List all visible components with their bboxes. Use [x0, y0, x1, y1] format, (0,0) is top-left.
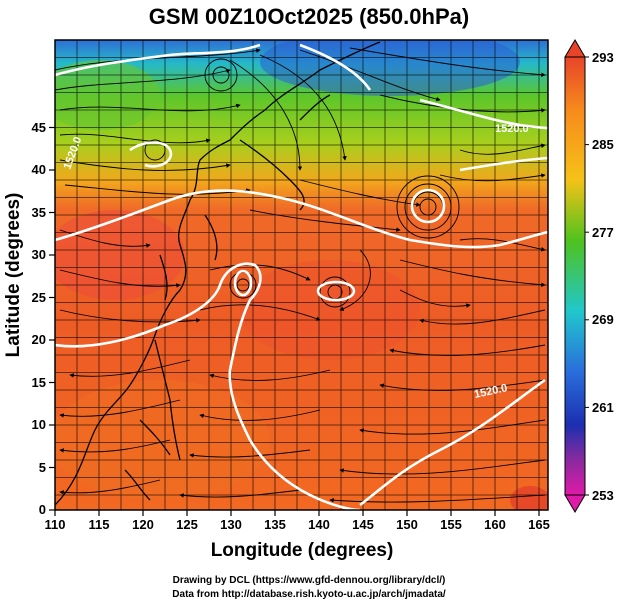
y-axis: 0 5 10 15 20 25 30 35 40 45 Latitude (de…: [3, 120, 55, 517]
y-tick-label: 5: [39, 460, 46, 475]
colorbar-label: 269: [592, 312, 614, 327]
colorbar-scale: [564, 56, 586, 496]
green-region-west: [55, 60, 160, 130]
x-tick-label: 130: [220, 517, 242, 532]
coastlines: [55, 41, 381, 506]
x-axis-title: Longitude (degrees): [211, 540, 394, 561]
plot-area: 1520.0 1520.0 1520.0: [54, 39, 549, 511]
x-tick-label: 160: [484, 517, 506, 532]
y-tick-label: 25: [32, 290, 46, 305]
x-tick-label: 120: [132, 517, 154, 532]
x-tick-label: 165: [528, 517, 550, 532]
y-tick-label: 40: [32, 162, 46, 177]
y-tick-label: 15: [32, 375, 46, 390]
warm-region-south: [55, 380, 270, 500]
credit-data: Data from http://database.rish.kyoto-u.a…: [172, 589, 446, 600]
colorbar: 293 285 277 269 261 253: [564, 39, 614, 513]
colorbar-label: 261: [592, 400, 614, 415]
y-tick-label: 30: [32, 247, 46, 262]
y-tick-label: 45: [32, 120, 46, 135]
x-tick-label: 115: [89, 517, 110, 532]
x-axis: 110 115 120 125 130 135 140 145 150 155 …: [45, 510, 550, 561]
y-tick-label: 35: [32, 205, 46, 220]
warm-region-pacific: [240, 260, 420, 360]
contour-label: 1520.0: [495, 123, 529, 135]
y-axis-title: Latitude (degrees): [3, 193, 24, 358]
height-contours: [55, 43, 548, 510]
colorbar-bottom-triangle: [564, 494, 586, 513]
colorbar-label: 285: [592, 137, 614, 152]
plot-frame: [54, 39, 549, 511]
x-tick-label: 145: [352, 517, 374, 532]
cold-region-north: [260, 40, 520, 96]
chart-title: GSM 00Z10Oct2025 (850.0hPa): [149, 4, 469, 29]
colorbar-label: 253: [592, 488, 614, 503]
x-tick-label: 110: [45, 517, 66, 532]
x-tick-label: 140: [308, 517, 330, 532]
y-tick-label: 0: [39, 502, 46, 517]
x-tick-label: 125: [176, 517, 198, 532]
y-tick-label: 10: [32, 417, 46, 432]
x-tick-label: 150: [396, 517, 418, 532]
y-tick-label: 20: [32, 332, 46, 347]
x-tick-label: 135: [264, 517, 286, 532]
warm-spot-se: [510, 486, 548, 510]
x-tick-label: 155: [440, 517, 462, 532]
colorbar-label: 277: [592, 225, 614, 240]
colorbar-label: 293: [592, 50, 614, 65]
credit-drawing: Drawing by DCL (https://www.gfd-dennou.o…: [173, 575, 446, 586]
colorbar-top-triangle: [564, 39, 586, 58]
